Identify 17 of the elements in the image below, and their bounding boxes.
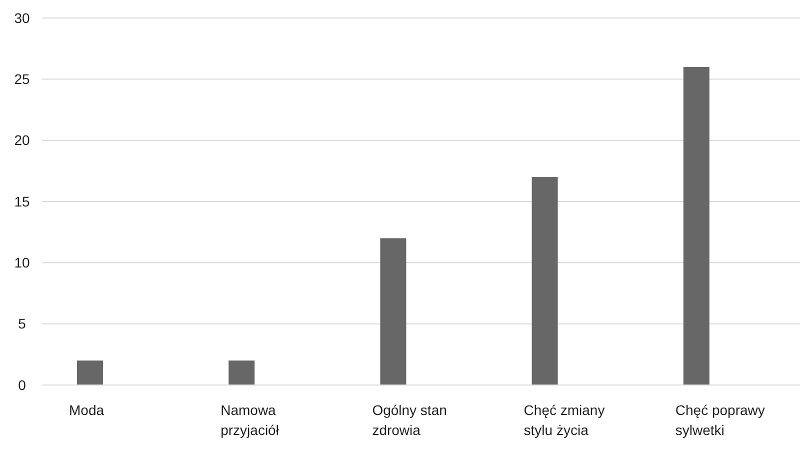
bar xyxy=(77,360,103,385)
x-tick-label: Moda xyxy=(69,402,104,418)
y-tick-label: 25 xyxy=(14,71,30,88)
x-tick-label: Namowa przyjaciół xyxy=(220,402,280,438)
x-tick-label: Chęć poprawy sylwetki xyxy=(675,402,765,438)
x-tick-label: Chęć zmiany stylu życia xyxy=(524,402,605,438)
bar xyxy=(380,238,406,385)
bar xyxy=(532,177,558,385)
bar xyxy=(228,360,255,385)
y-tick-label: 0 xyxy=(18,376,26,393)
y-tick-label: 30 xyxy=(14,10,30,26)
y-tick-label: 15 xyxy=(14,193,30,210)
y-tick-label: 5 xyxy=(18,316,26,332)
y-tick-label: 20 xyxy=(14,132,30,148)
y-tick-label: 10 xyxy=(14,254,30,271)
bar xyxy=(683,66,710,385)
x-tick-label: Ogólny stan zdrowia xyxy=(372,402,447,438)
